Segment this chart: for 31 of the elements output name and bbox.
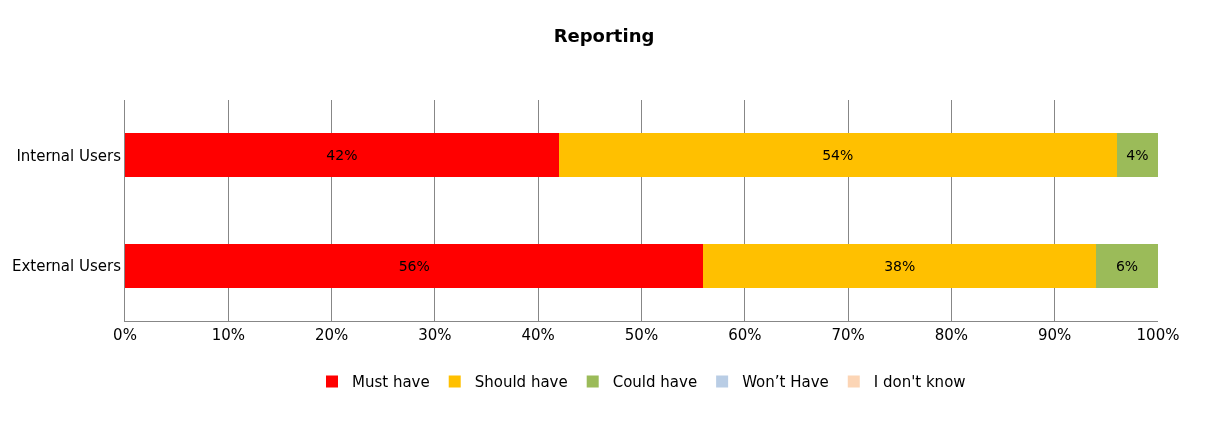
data-label: 6% (1115, 257, 1139, 274)
x-tick-label: 80% (934, 326, 969, 344)
legend-label: Should have (474, 373, 568, 392)
x-tick-label: 40% (521, 326, 555, 344)
data-label: 56% (398, 257, 430, 274)
x-tick-label: 50% (624, 326, 659, 344)
y-tick-label: Internal Users (16, 146, 122, 165)
bar (1116, 133, 1158, 178)
chart-title: Reporting (553, 25, 655, 47)
y-tick-label: External Users (11, 257, 122, 275)
bar (1096, 243, 1158, 288)
bar (125, 133, 559, 178)
data-label: 42% (326, 147, 358, 164)
x-tick-label: 90% (1038, 326, 1072, 344)
data-label: 54% (822, 147, 854, 164)
x-tick-label: 0% (113, 326, 137, 344)
x-tick-label: 70% (831, 326, 865, 344)
bar (558, 133, 1117, 178)
data-label: 4% (1126, 147, 1149, 164)
legend-label: Won’t Have (742, 373, 829, 392)
legend-label: Could have (612, 373, 698, 392)
x-tick-label: 20% (314, 326, 349, 344)
x-tick-label: 100% (1136, 326, 1180, 344)
legend-label: Must have (352, 373, 430, 392)
x-tick-label: 10% (211, 326, 245, 344)
bar (703, 243, 1097, 288)
legend-label: I don't know (873, 373, 966, 392)
bar (125, 243, 704, 288)
x-tick-label: 30% (418, 326, 452, 344)
data-label: 38% (884, 257, 916, 274)
x-tick-label: 60% (728, 326, 762, 344)
